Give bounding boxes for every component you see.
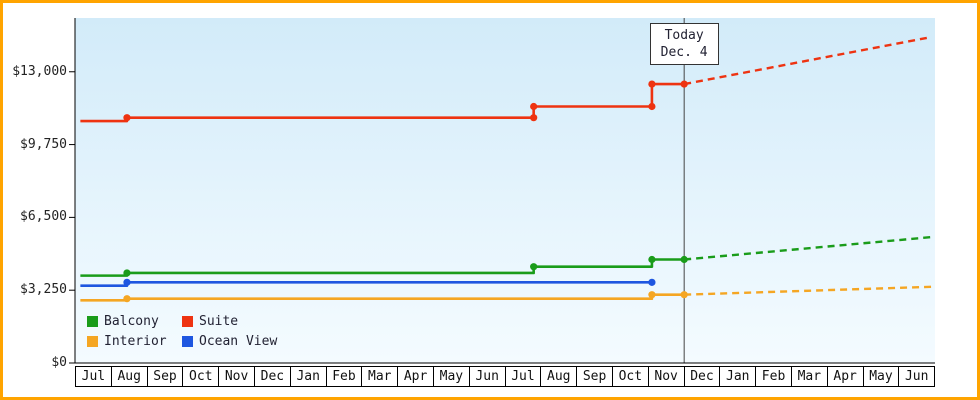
month-cell: Apr — [828, 367, 864, 386]
legend-label: Balcony — [104, 314, 159, 329]
today-date: Dec. 4 — [660, 45, 708, 60]
legend: Balcony Suite Interior Ocean View — [87, 314, 277, 349]
month-cell: May — [864, 367, 900, 386]
month-cell: Jun — [904, 369, 929, 384]
month-cell: Feb — [756, 367, 792, 386]
x-axis-month-row: Jul Aug Sep Oct Nov Dec Jan Feb Mar Apr May Jun Jul A… — [75, 366, 935, 387]
month-cell: Nov — [219, 367, 255, 386]
month-cell: Apr — [398, 367, 434, 386]
month-cell: Mar — [362, 367, 399, 386]
legend-item-balcony: Balcony — [87, 314, 182, 329]
series-interior-point — [680, 291, 688, 299]
series-suite-point — [648, 102, 656, 111]
y-tick-label: $6,500 — [20, 209, 67, 225]
month-cell: Sep — [577, 367, 613, 386]
today-label: Today — [664, 28, 704, 43]
today-marker-label: Today Dec. 4 — [649, 23, 719, 65]
legend-label: Suite — [199, 314, 239, 329]
legend-item-interior: Interior — [87, 334, 182, 349]
month-cell: May — [434, 367, 470, 386]
series-suite-point — [530, 102, 538, 111]
legend-swatch-interior — [87, 336, 98, 347]
series-balcony-line — [80, 258, 685, 277]
month-cell: Dec — [685, 367, 721, 386]
y-tick-label: $0 — [51, 355, 67, 370]
legend-swatch-balcony — [87, 316, 98, 327]
legend-swatch-suite — [182, 316, 193, 327]
month-cell: Aug — [541, 367, 578, 386]
month-cell: Mar — [792, 367, 828, 386]
month-cell: Dec — [255, 367, 291, 386]
series-suite-point — [530, 114, 538, 122]
series-suite-forecast-line — [683, 35, 932, 86]
month-cell: Jul — [76, 367, 112, 386]
plot-area — [75, 18, 935, 363]
series-interior-forecast-line — [684, 285, 932, 296]
series-balcony-point — [648, 255, 656, 264]
series-suite-line — [80, 82, 685, 123]
series-interior-line — [80, 293, 685, 302]
series-balcony-point — [123, 269, 131, 277]
series-suite-point — [648, 80, 656, 88]
month-cell: Sep — [148, 367, 184, 386]
month-cell: Nov — [649, 367, 685, 386]
series-balcony-point — [530, 263, 538, 271]
y-tick-label: $3,250 — [20, 282, 67, 298]
series-balcony-point — [680, 255, 688, 264]
month-cell: Feb — [327, 367, 363, 386]
month-cell: Jun — [470, 367, 506, 386]
series-interior-point — [648, 291, 656, 299]
series-balcony-forecast-line — [684, 235, 932, 261]
legend-swatch-ocean-view — [182, 336, 193, 347]
series-interior-point — [123, 295, 131, 303]
series-ocean-view-point — [123, 278, 131, 286]
y-tick-label: $13,000 — [12, 63, 67, 79]
month-cell: Oct — [613, 367, 649, 386]
legend-label: Ocean View — [199, 334, 278, 349]
month-cell: Jan — [720, 367, 757, 386]
series-ocean-view-line — [80, 281, 652, 288]
series-suite-point — [123, 114, 131, 122]
y-tick-label: $9,750 — [20, 136, 67, 152]
month-cell: Oct — [183, 367, 220, 386]
month-cell: Jan — [291, 367, 327, 386]
legend-item-suite: Suite — [182, 314, 277, 329]
month-cell: Jul — [506, 367, 542, 386]
month-cell: Aug — [112, 367, 148, 386]
series-ocean-view-point — [648, 278, 656, 286]
legend-label: Interior — [104, 334, 167, 349]
series-suite-point — [680, 80, 688, 88]
legend-item-ocean-view: Ocean View — [182, 334, 277, 349]
price-history-chart — [69, 18, 935, 364]
